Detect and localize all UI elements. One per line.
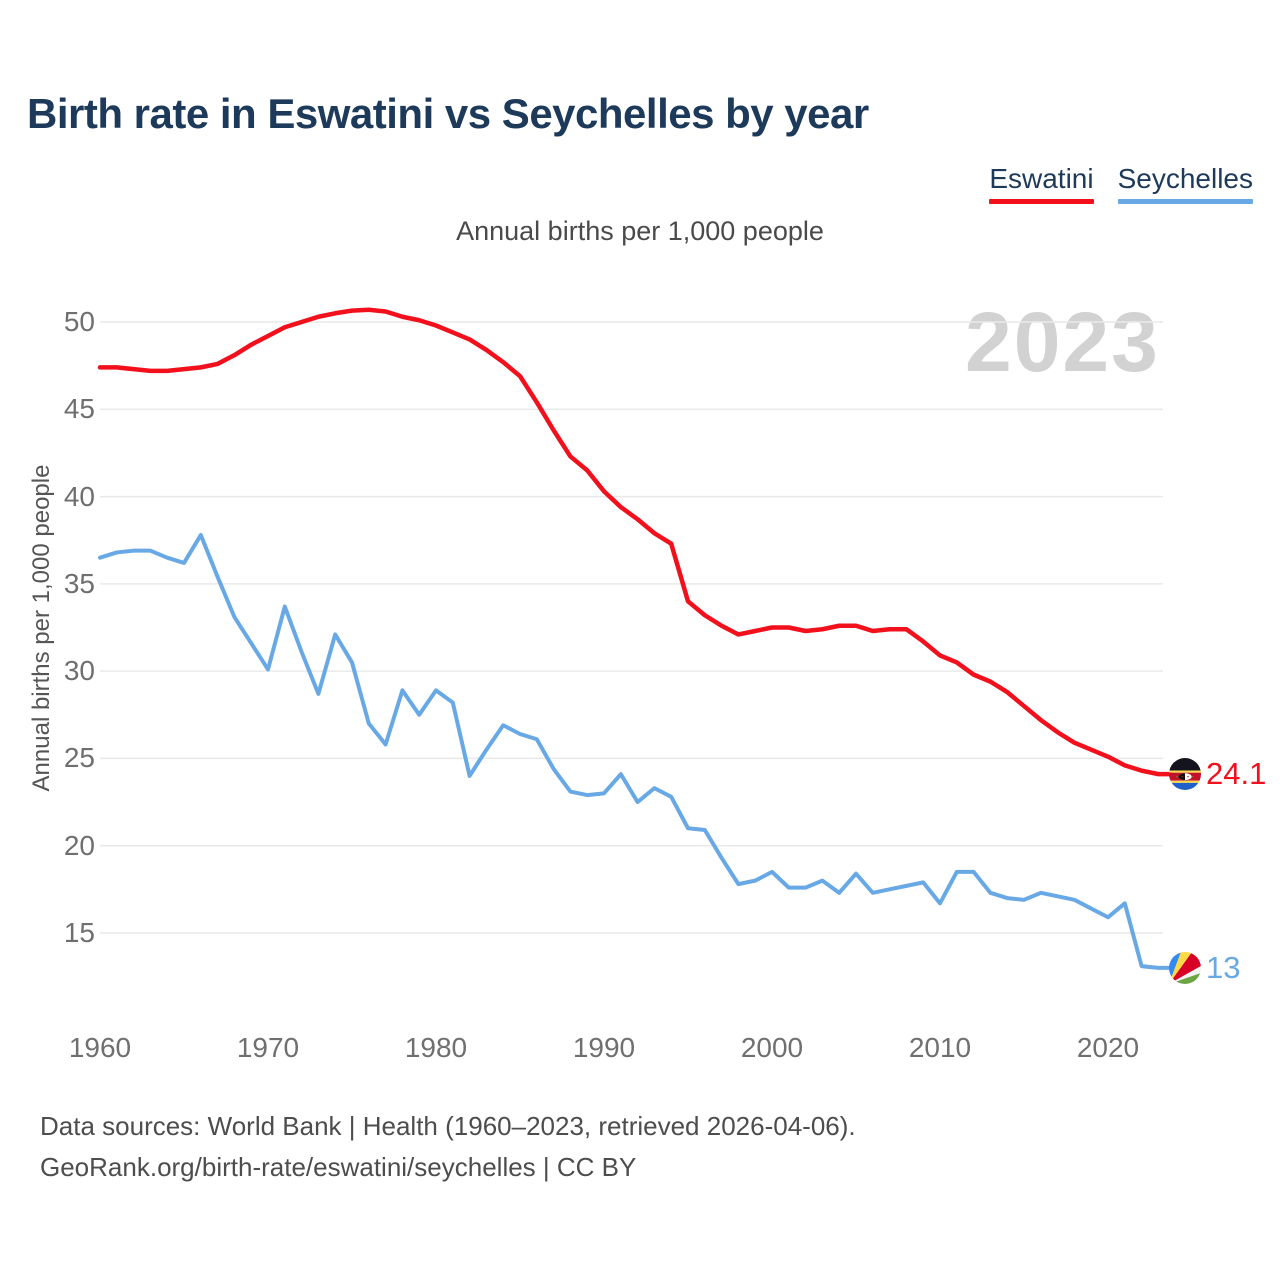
- seychelles-flag-icon: [1169, 951, 1201, 984]
- y-tick-label: 45: [63, 393, 95, 425]
- x-tick-label: 1980: [404, 1032, 468, 1063]
- watermark-year: 2023: [965, 295, 1160, 389]
- x-tick-label: 2000: [740, 1032, 804, 1063]
- footer-url-line: GeoRank.org/birth-rate/eswatini/seychell…: [40, 1152, 637, 1182]
- y-tick-label: 20: [63, 829, 95, 861]
- y-tick-label: 50: [63, 306, 95, 337]
- footer: Data sources: World Bank | Health (1960–…: [40, 1106, 856, 1188]
- y-tick-label: 30: [63, 655, 95, 687]
- page-title: Birth rate in Eswatini vs Seychelles by …: [27, 90, 869, 137]
- y-tick-label: 35: [63, 567, 95, 599]
- legend-underline-eswatini: [989, 199, 1094, 204]
- chart-subtitle: Annual births per 1,000 people: [456, 216, 824, 246]
- legend-label-seychelles: Seychelles: [1117, 163, 1253, 194]
- x-tick-label: 1990: [572, 1032, 636, 1063]
- x-tick-label: 2020: [1076, 1032, 1140, 1063]
- series-line-eswatini: [97, 307, 1174, 777]
- x-tick-label: 1960: [68, 1032, 132, 1063]
- seychelles-end-value: 13: [1206, 949, 1241, 985]
- eswatini-end-value: 24.1: [1206, 756, 1267, 792]
- eswatini-flag-icon: [1169, 758, 1201, 791]
- legend-label-eswatini: Eswatini: [989, 163, 1094, 194]
- footer-source-line: Data sources: World Bank | Health (1960–…: [40, 1111, 856, 1141]
- y-tick-label: 15: [63, 916, 95, 948]
- series-line-seychelles: [98, 532, 1173, 970]
- x-tick-label: 1970: [236, 1032, 300, 1063]
- legend-item-eswatini[interactable]: Eswatini: [989, 163, 1094, 204]
- y-tick-label: 40: [63, 480, 95, 512]
- legend-item-seychelles[interactable]: Seychelles: [1117, 163, 1253, 204]
- legend-underline-seychelles: [1117, 199, 1253, 204]
- x-tick-label: 2010: [908, 1032, 972, 1063]
- y-tick-label: 25: [63, 742, 95, 774]
- legend: Eswatini Seychelles: [989, 163, 1253, 204]
